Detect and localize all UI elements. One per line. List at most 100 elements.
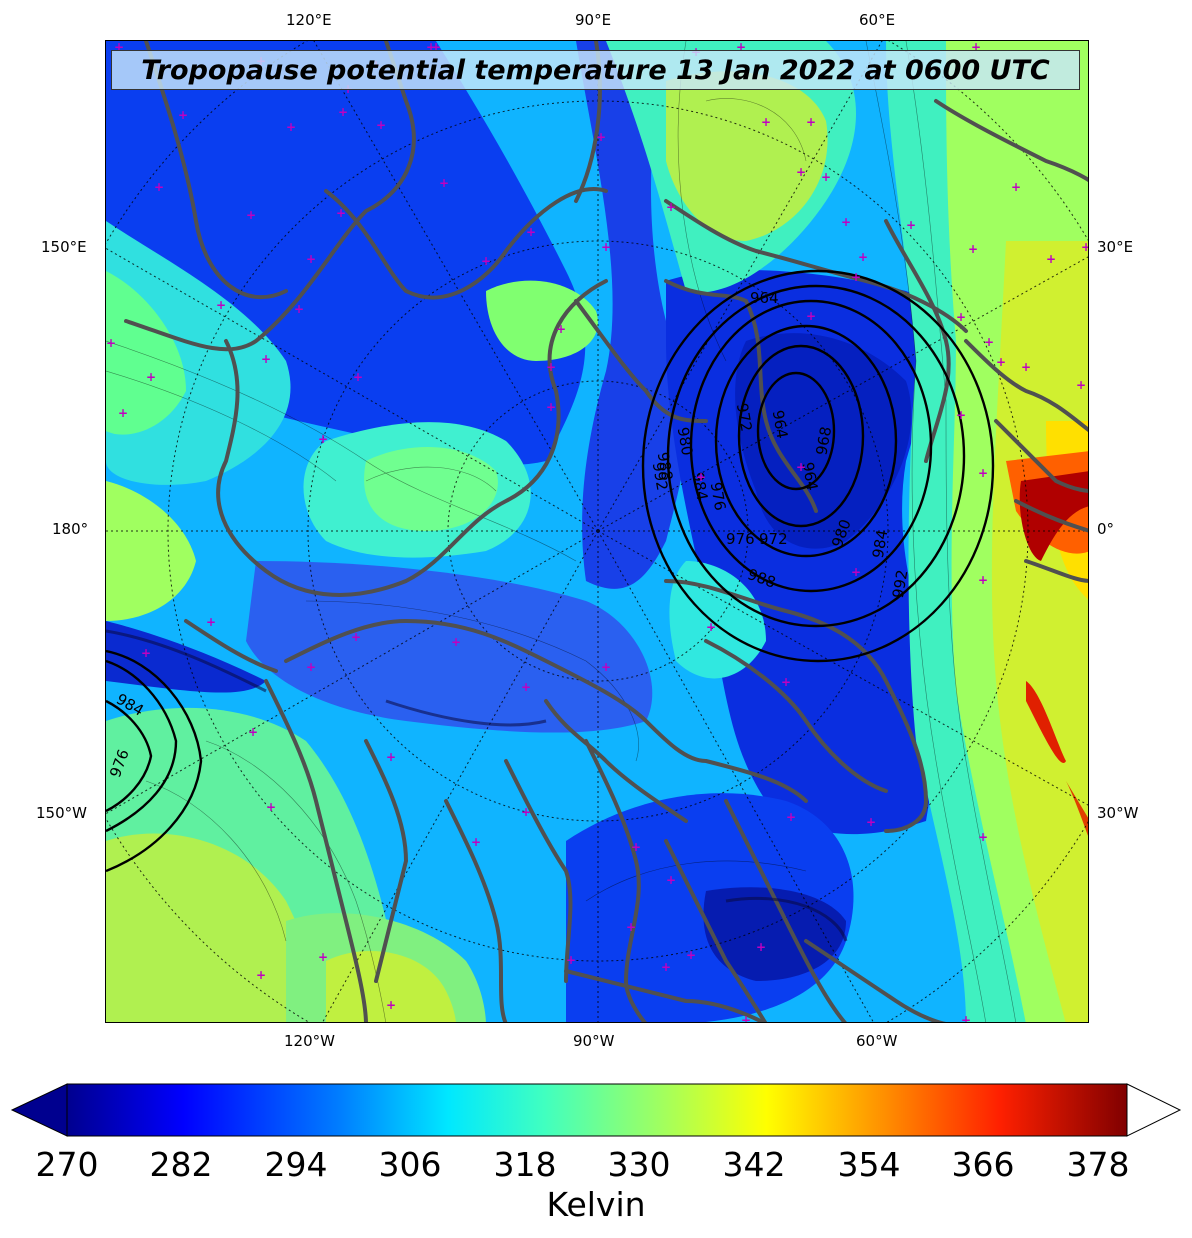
- svg-text:+: +: [256, 968, 266, 982]
- svg-text:+: +: [114, 41, 124, 54]
- lon-label-bottom-right: 60°W: [856, 1032, 898, 1050]
- svg-text:+: +: [248, 725, 258, 739]
- svg-text:+: +: [906, 218, 916, 232]
- mslp-label: 964: [769, 409, 792, 440]
- svg-text:+: +: [736, 41, 746, 54]
- svg-text:+: +: [806, 115, 816, 129]
- svg-text:+: +: [796, 165, 806, 179]
- svg-text:+: +: [246, 208, 256, 222]
- svg-text:+: +: [141, 646, 151, 660]
- colorbar-tick: 270: [35, 1145, 99, 1184]
- svg-text:+: +: [546, 400, 556, 414]
- svg-text:+: +: [686, 948, 696, 962]
- svg-text:+: +: [1021, 360, 1031, 374]
- colorbar-gradient: [66, 1083, 1128, 1137]
- svg-text:+: +: [1081, 240, 1089, 254]
- svg-text:+: +: [786, 810, 796, 824]
- svg-text:+: +: [956, 408, 966, 422]
- svg-text:+: +: [376, 118, 386, 132]
- lon-label-left-top: 150°E: [41, 238, 87, 256]
- lon-label-top-right: 60°E: [859, 11, 896, 29]
- svg-text:+: +: [961, 1013, 971, 1023]
- mslp-label: 988: [654, 451, 677, 482]
- svg-text:+: +: [318, 432, 328, 446]
- svg-text:+: +: [154, 180, 164, 194]
- svg-text:+: +: [546, 360, 556, 374]
- colorbar-tick: 354: [837, 1145, 901, 1184]
- mslp-label: 980: [674, 426, 697, 457]
- warm-region: [1026, 681, 1066, 763]
- svg-text:+: +: [851, 270, 861, 284]
- lon-label-bottom-left: 120°W: [284, 1032, 335, 1050]
- colorbar-label: Kelvin: [546, 1185, 646, 1224]
- mslp-contours: [106, 269, 995, 873]
- lon-label-right-top: 30°E: [1097, 238, 1134, 256]
- svg-text:+: +: [351, 630, 361, 644]
- mslp-label: 964: [750, 289, 779, 307]
- lon-label-right-bottom: 30°W: [1097, 804, 1139, 822]
- lon-label-top-left: 120°E: [286, 11, 332, 29]
- mslp-label: 972: [733, 402, 756, 433]
- mslp-label: 984: [869, 528, 892, 559]
- svg-text:+: +: [696, 470, 706, 484]
- svg-text:+: +: [821, 170, 831, 184]
- svg-text:+: +: [431, 41, 441, 54]
- svg-text:+: +: [521, 805, 531, 819]
- svg-text:+: +: [286, 120, 296, 134]
- svg-text:+: +: [306, 252, 316, 266]
- colorbar-extend-high: [1126, 1083, 1182, 1137]
- map-title: Tropopause potential temperature 13 Jan …: [111, 50, 1080, 90]
- svg-text:+: +: [666, 873, 676, 887]
- ridge-region: [666, 71, 828, 241]
- svg-text:+: +: [386, 750, 396, 764]
- svg-text:+: +: [978, 573, 988, 587]
- colorbar-tick: 378: [1066, 1145, 1130, 1184]
- svg-text:+: +: [866, 815, 876, 829]
- mslp-label: 976: [707, 481, 730, 512]
- svg-text:+: +: [266, 800, 276, 814]
- svg-text:+: +: [386, 998, 396, 1012]
- mslp-label: 984: [689, 471, 712, 502]
- svg-text:+: +: [1011, 180, 1021, 194]
- svg-text:+: +: [318, 950, 328, 964]
- svg-text:+: +: [118, 406, 128, 420]
- svg-text:+: +: [206, 615, 216, 629]
- svg-text:+: +: [601, 240, 611, 254]
- colorbar-tick: 282: [149, 1145, 213, 1184]
- colorbar: [10, 1083, 1182, 1137]
- coastlines: [124, 41, 1088, 1022]
- svg-text:+: +: [968, 242, 978, 256]
- svg-text:+: +: [796, 460, 806, 474]
- svg-text:+: +: [761, 115, 771, 129]
- trough-region: [576, 41, 690, 589]
- mslp-label: 976: [726, 530, 755, 548]
- warm-region: [1019, 471, 1088, 561]
- svg-text:+: +: [216, 298, 226, 312]
- svg-text:+: +: [741, 1013, 751, 1023]
- colorbar-tick: 294: [264, 1145, 328, 1184]
- svg-text:+: +: [1046, 252, 1056, 266]
- svg-text:+: +: [666, 200, 676, 214]
- svg-text:+: +: [781, 675, 791, 689]
- lon-label-right-middle: 0°: [1097, 520, 1115, 538]
- svg-text:+: +: [596, 130, 606, 144]
- svg-text:+: +: [106, 336, 116, 350]
- ridge-region: [486, 280, 598, 361]
- lon-label-top-center: 90°E: [575, 11, 612, 29]
- colorbar-tick: 306: [378, 1145, 442, 1184]
- svg-text:+: +: [1076, 378, 1086, 392]
- ridge-region: [669, 561, 766, 679]
- trough-region: [246, 561, 653, 733]
- svg-text:+: +: [481, 254, 491, 268]
- svg-text:+: +: [806, 309, 816, 323]
- tropopause-theta-map: 964 964 964 968 972 972 976 976 980 980 …: [106, 41, 1089, 1023]
- svg-text:+: +: [566, 953, 576, 967]
- colorbar-tick: 342: [722, 1145, 786, 1184]
- ridge-region: [106, 833, 326, 1022]
- ridge-region: [106, 271, 186, 435]
- svg-text:+: +: [336, 206, 346, 220]
- mslp-label: 968: [812, 425, 835, 456]
- station-markers: + + + +++ +++ +++ +++ +++ +++ +++ ++ + ++ + …: [106, 41, 1089, 1023]
- svg-text:+: +: [521, 680, 531, 694]
- svg-text:+: +: [426, 41, 436, 54]
